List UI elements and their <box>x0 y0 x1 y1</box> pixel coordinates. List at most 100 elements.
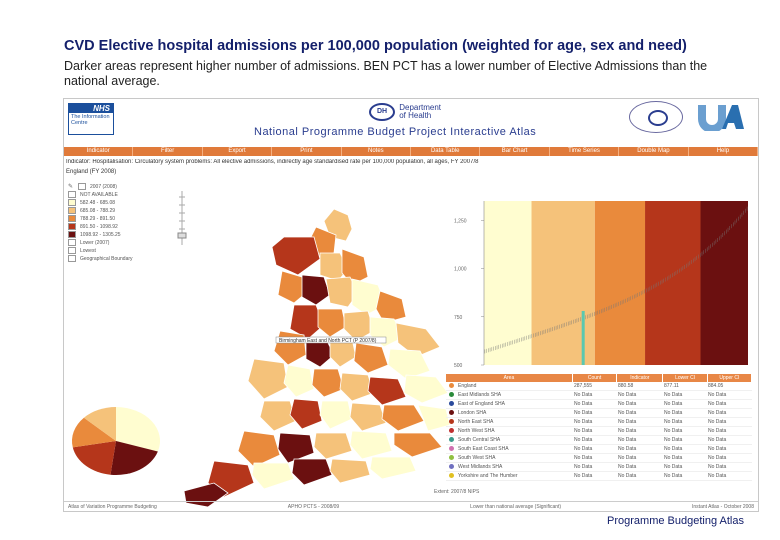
cell-text: No Data <box>708 455 727 461</box>
toolbar-help[interactable]: Help <box>689 147 758 156</box>
cell-text: No Data <box>708 419 727 425</box>
legend-item[interactable]: 685.08 - 788.29 <box>68 207 168 214</box>
legend-item[interactable]: NOT AVAILABLE <box>68 191 168 198</box>
cell-text: No Data <box>708 464 727 470</box>
cell-text: East of England SHA <box>458 401 505 407</box>
ia-logo-icon <box>698 105 744 131</box>
toolbar-indicator[interactable]: Indicator <box>64 147 134 156</box>
table-cell: No Data <box>574 463 618 471</box>
cell-text: No Data <box>618 428 637 434</box>
toolbar-data-table[interactable]: Data Table <box>411 147 481 156</box>
legend-label: Lower (2007) <box>80 239 110 246</box>
dh-logo-label-1: Department <box>399 103 442 112</box>
atlas-screenshot: NHS The Information Centre DH Department… <box>63 98 759 512</box>
column-header[interactable]: Area <box>446 374 573 382</box>
legend-item[interactable]: 1098.92 - 1305.25 <box>68 231 168 238</box>
legend-item[interactable]: Lowest <box>68 247 168 254</box>
cell-text: No Data <box>574 392 593 398</box>
dh-logo: DH Department of Health <box>369 103 441 121</box>
status-left: Atlas of Variation Programme Budgeting <box>68 503 157 510</box>
table-cell: No Data <box>574 472 618 480</box>
column-header[interactable]: Count <box>573 374 618 382</box>
table-cell: No Data <box>618 427 664 435</box>
toolbar-time-series[interactable]: Time Series <box>550 147 620 156</box>
toolbar-print[interactable]: Print <box>272 147 342 156</box>
table-row[interactable]: South Central SHA No Data No Data No Data No… <box>446 436 752 445</box>
toolbar-bar-chart[interactable]: Bar Chart <box>480 147 550 156</box>
cell-text: No Data <box>664 446 683 452</box>
legend-item[interactable]: 582.48 - 685.08 <box>68 199 168 206</box>
table-cell: East Midlands SHA <box>446 391 574 399</box>
cell-text: 880.58 <box>618 383 634 389</box>
legend-item[interactable]: 891.50 - 1098.92 <box>68 223 168 230</box>
pie-chart <box>72 407 160 475</box>
toolbar-export[interactable]: Export <box>203 147 273 156</box>
table-row[interactable]: East Midlands SHA No Data No Data No Data No… <box>446 391 752 400</box>
status-bar: Atlas of Variation Programme Budgeting A… <box>64 501 758 511</box>
cell-text: West Midlands SHA <box>458 464 503 470</box>
table-cell: No Data <box>618 463 664 471</box>
toolbar-filter[interactable]: Filter <box>133 147 203 156</box>
table-row[interactable]: West Midlands SHA No Data No Data No Data No… <box>446 463 752 472</box>
data-table: Area Count Indicator Lower CI Upper CI Engla… <box>446 374 752 481</box>
cell-text: No Data <box>708 446 727 452</box>
table-cell: No Data <box>664 454 708 462</box>
column-header[interactable]: Upper CI <box>708 374 752 382</box>
legend-item[interactable]: 788.29 - 891.50 <box>68 215 168 222</box>
pencil-icon[interactable]: ✎ <box>68 183 74 190</box>
slide-title: CVD Elective hospital admissions per 100… <box>64 38 687 54</box>
legend-item[interactable]: Geographical Boundary <box>68 255 168 262</box>
table-cell: No Data <box>664 472 708 480</box>
legend-label: 788.29 - 891.50 <box>80 215 116 222</box>
table-row[interactable]: North West SHA No Data No Data No Data No Da… <box>446 427 752 436</box>
cell-text: No Data <box>574 446 593 452</box>
table-header: Area Count Indicator Lower CI Upper CI <box>446 374 752 382</box>
cell-text: No Data <box>574 401 593 407</box>
cell-text: No Data <box>574 419 593 425</box>
table-row[interactable]: London SHA No Data No Data No Data No Data <box>446 409 752 418</box>
zoom-slider[interactable] <box>176 189 188 247</box>
table-cell: No Data <box>618 454 664 462</box>
nhs-ic-logo: NHS The Information Centre <box>68 103 114 135</box>
cell-text: South Central SHA <box>458 437 501 443</box>
table-row[interactable]: England 287,555 880.58 877.11 884.05 <box>446 382 752 391</box>
column-header[interactable]: Lower CI <box>663 374 708 382</box>
table-cell: No Data <box>574 454 618 462</box>
cell-text: No Data <box>618 437 637 443</box>
cell-text: No Data <box>708 410 727 416</box>
chart-band <box>645 201 701 365</box>
table-row[interactable]: East of England SHA No Data No Data No Data… <box>446 400 752 409</box>
indicator-description: Indicator: Hospitalisation: Circulatory … <box>66 159 479 165</box>
table-cell: No Data <box>618 418 664 426</box>
legend-label: 685.08 - 788.29 <box>80 207 116 214</box>
england-choropleth-map[interactable]: Birmingham East and North PCT (P 2007/8) <box>184 209 454 509</box>
cell-text: No Data <box>664 464 683 470</box>
highlighted-pct-bar[interactable] <box>581 310 585 365</box>
chart-band <box>700 201 748 365</box>
table-row[interactable]: North East SHA No Data No Data No Data No Da… <box>446 418 752 427</box>
area-color-dot <box>449 428 454 433</box>
table-row[interactable]: Yorkshire and The Humber No Data No Data No… <box>446 472 752 481</box>
table-row[interactable]: South West SHA No Data No Data No Data No Da… <box>446 454 752 463</box>
cell-text: No Data <box>618 419 637 425</box>
legend-item[interactable]: ✎ 2007 (2008) <box>68 183 168 190</box>
legend-item[interactable]: Lower (2007) <box>68 239 168 246</box>
toolbar-notes[interactable]: Notes <box>342 147 412 156</box>
column-header[interactable]: Indicator <box>617 374 664 382</box>
cell-text: No Data <box>574 464 593 470</box>
table-cell: South West SHA <box>446 454 574 462</box>
toolbar-double-map[interactable]: Double Map <box>619 147 689 156</box>
dh-logo-label-2: of Health <box>399 111 432 120</box>
cell-text: London SHA <box>458 410 487 416</box>
legend-label: NOT AVAILABLE <box>80 191 118 198</box>
table-cell: Yorkshire and The Humber <box>446 472 574 480</box>
table-cell: 287,555 <box>574 382 618 390</box>
pie-slice <box>72 441 116 475</box>
table-cell: No Data <box>664 409 708 417</box>
cell-text: Yorkshire and The Humber <box>458 473 518 479</box>
map-label: Birmingham East and North PCT (P 2007/8) <box>279 338 377 344</box>
table-row[interactable]: South East Coast SHA No Data No Data No Dat… <box>446 445 752 454</box>
cell-text: No Data <box>664 428 683 434</box>
legend-swatch <box>68 223 76 230</box>
chart-band <box>594 201 646 365</box>
